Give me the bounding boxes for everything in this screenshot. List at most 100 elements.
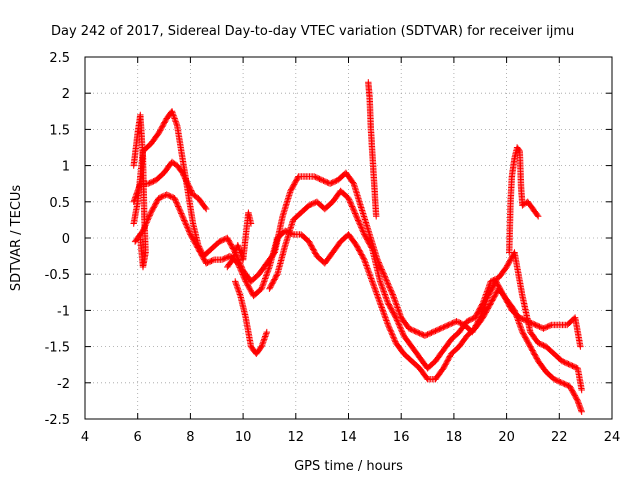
data-point (146, 212, 153, 219)
data-point (376, 278, 384, 285)
data-point (474, 309, 482, 316)
data-point (286, 190, 293, 198)
y-tick-label: 0.5 (49, 196, 70, 211)
data-point (194, 244, 201, 251)
data-point (357, 249, 364, 257)
data-point (524, 338, 531, 345)
data-point (363, 263, 371, 271)
data-point (373, 213, 380, 220)
data-point (234, 242, 241, 249)
data-point (185, 227, 192, 234)
data-point (550, 376, 558, 383)
data-point (567, 384, 574, 391)
data-point (376, 298, 383, 305)
data-point (240, 274, 248, 281)
data-point (552, 376, 559, 383)
data-point (185, 181, 192, 189)
data-point (520, 316, 527, 323)
data-point (377, 263, 384, 270)
data-point (573, 396, 581, 403)
data-point (246, 284, 253, 292)
data-point (469, 315, 476, 322)
data-point (233, 281, 240, 288)
data-point (175, 204, 182, 212)
data-point (385, 323, 392, 330)
data-point (395, 321, 403, 328)
data-point (181, 218, 189, 225)
data-point (359, 228, 367, 235)
data-point (283, 236, 291, 243)
data-point (237, 267, 245, 274)
data-point (345, 195, 352, 202)
data-point (356, 248, 364, 255)
data-point (305, 238, 313, 245)
data-point (162, 118, 169, 125)
data-point (176, 207, 184, 214)
data-point (536, 323, 543, 330)
data-point (534, 211, 541, 219)
data-point (384, 280, 391, 287)
data-point (264, 269, 271, 276)
data-point (266, 285, 273, 292)
data-point (158, 124, 165, 131)
data-point (258, 343, 265, 350)
data-point (384, 278, 391, 286)
data-point (182, 220, 189, 227)
data-point (187, 185, 194, 193)
chart-title: Day 242 of 2017, Sidereal Day-to-day VTE… (51, 24, 574, 39)
data-point (578, 408, 585, 415)
data-point (241, 276, 249, 284)
data-point (179, 213, 186, 220)
data-point (393, 315, 400, 323)
data-point (358, 224, 365, 231)
data-point (147, 210, 154, 218)
series-track-2 (130, 158, 585, 394)
data-point (186, 184, 193, 191)
data-point (183, 177, 190, 185)
data-point (241, 275, 248, 282)
data-point (198, 250, 205, 258)
data-point (234, 260, 241, 267)
data-point (377, 279, 384, 287)
data-point (557, 379, 564, 386)
data-point (262, 333, 269, 340)
data-point (185, 183, 193, 190)
data-point (203, 205, 210, 213)
data-point (347, 200, 355, 207)
data-point (398, 328, 406, 335)
data-point (205, 258, 212, 266)
data-point (360, 255, 367, 262)
data-point (348, 203, 356, 210)
data-point (376, 300, 384, 307)
data-point (246, 286, 254, 293)
data-point (355, 218, 362, 225)
y-axis-label: SDTVAR / TECUs (9, 185, 24, 292)
data-point (363, 235, 370, 242)
data-point (535, 322, 542, 330)
data-points (130, 79, 585, 415)
data-point (356, 220, 363, 227)
data-point (237, 265, 244, 273)
y-tick-label: -2 (57, 377, 70, 392)
data-point (318, 176, 326, 184)
data-point (389, 332, 397, 340)
data-point (259, 281, 267, 288)
data-point (288, 230, 295, 237)
data-point (486, 281, 493, 288)
data-point (395, 320, 402, 327)
data-point (235, 262, 243, 270)
data-point (270, 277, 277, 284)
series-track-4 (130, 79, 542, 271)
data-point (446, 353, 453, 360)
data-point (396, 311, 404, 318)
data-point (358, 207, 366, 214)
data-point (137, 234, 144, 242)
data-point (350, 206, 357, 213)
data-point (399, 329, 406, 337)
data-point (366, 272, 374, 279)
data-point (177, 208, 184, 216)
data-point (397, 325, 404, 332)
data-point (381, 311, 388, 318)
data-point (482, 309, 489, 316)
data-point (352, 186, 359, 193)
